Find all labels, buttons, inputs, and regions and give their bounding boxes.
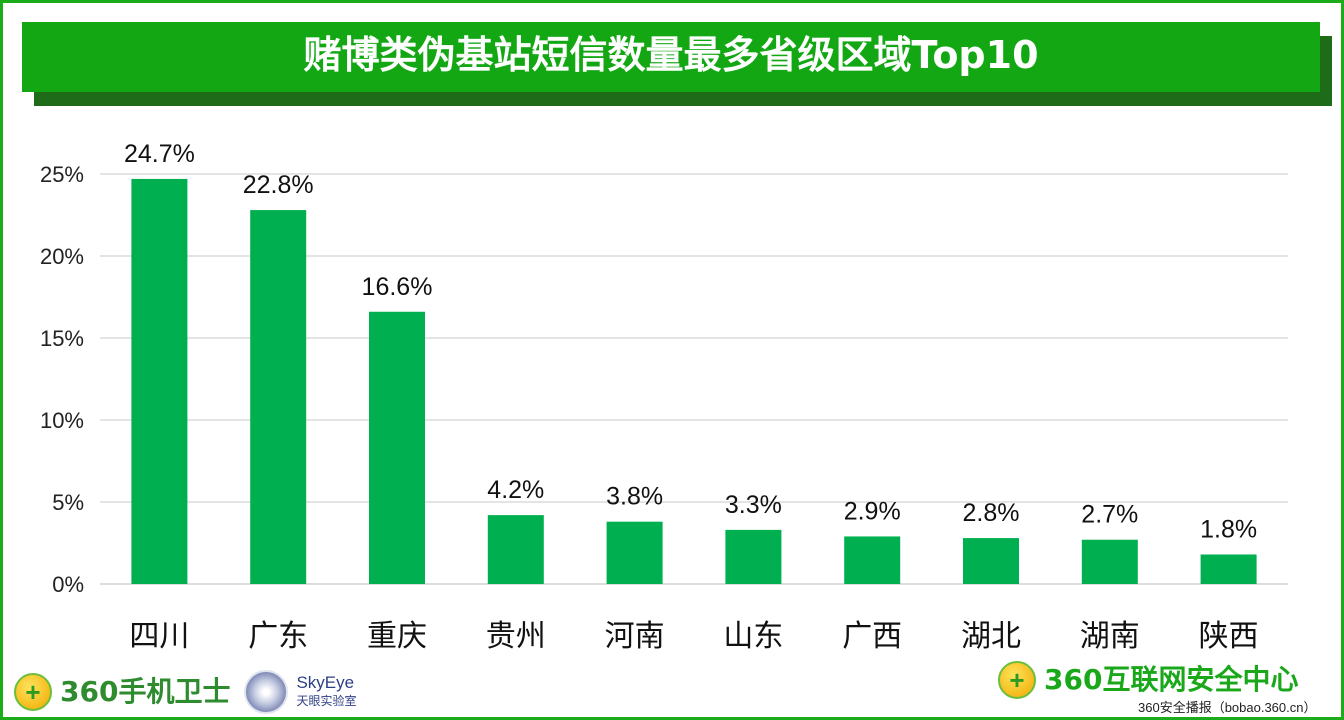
x-tick-label: 广东 [248,619,308,654]
bar [131,178,188,585]
bar [725,529,782,584]
chart-title: 赌博类伪基站短信数量最多省级区域Top10 [22,22,1320,92]
bar [1200,554,1257,584]
data-label: 3.8% [606,483,663,511]
bar [369,311,425,584]
x-tick-label: 河南 [605,619,665,654]
bar [606,521,663,584]
data-label: 3.3% [725,491,782,519]
bar [1081,539,1138,584]
y-tick-label: 5% [52,490,84,515]
skyeye-cn: 天眼实验室 [296,694,357,708]
y-tick-label: 15% [40,326,84,351]
bar [250,210,307,584]
plus-icon: + [14,673,52,711]
y-tick-label: 10% [40,408,84,433]
logo-360-security-center: + 360互联网安全中心 [998,661,1298,699]
data-label: 16.6% [362,273,433,301]
radar-icon [244,670,289,714]
logo-text: 360手机卫士 [60,675,231,708]
x-tick-label: 广西 [842,619,902,654]
x-tick-label: 湖南 [1080,619,1140,654]
data-label: 4.2% [487,476,544,504]
data-label: 1.8% [1200,515,1257,543]
data-label: 2.8% [963,499,1020,527]
x-tick-label: 山东 [723,619,783,654]
x-tick-label: 重庆 [367,619,427,654]
y-tick-label: 25% [40,162,84,187]
x-tick-label: 湖北 [961,619,1021,654]
data-label: 24.7% [124,140,195,168]
data-label: 2.7% [1081,501,1138,529]
bar [963,538,1019,584]
x-tick-label: 四川 [129,619,189,654]
data-label: 22.8% [243,171,314,199]
x-tick-label: 贵州 [486,619,546,654]
plus-icon: + [998,661,1036,699]
y-tick-label: 20% [40,244,84,269]
skyeye-logo: SkyEye 天眼实验室 [296,674,356,710]
data-label: 2.9% [844,497,901,525]
logo-360-mobile-guard: + 360手机卫士 SkyEye 天眼实验室 [14,670,356,714]
bar [844,536,901,584]
logo-text: 360互联网安全中心 [1044,663,1299,696]
skyeye-en: SkyEye [296,673,355,692]
y-tick-label: 0% [52,572,84,597]
x-tick-label: 陕西 [1199,619,1259,654]
source-credit: 360安全播报（bobao.360.cn） [1138,700,1317,715]
bar [487,515,544,584]
